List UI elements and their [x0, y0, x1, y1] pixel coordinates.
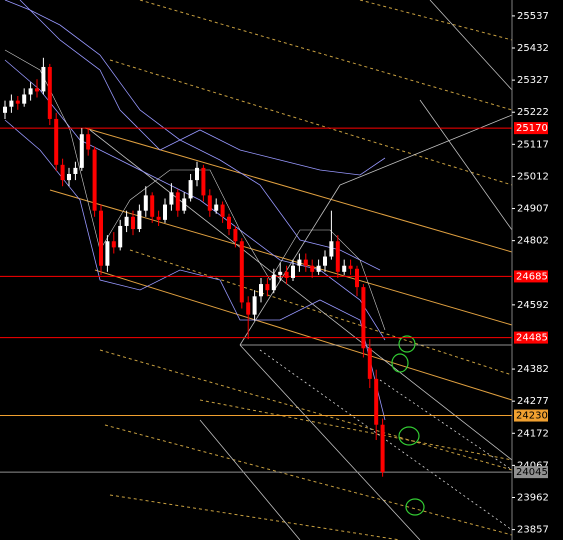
- candle-body: [310, 265, 315, 272]
- y-tick-label: 23962: [517, 492, 549, 503]
- candle-body: [233, 229, 238, 242]
- candle-body: [252, 296, 257, 315]
- candle-body: [28, 88, 33, 95]
- level-label-box: [514, 270, 548, 283]
- candle-body: [278, 271, 283, 275]
- candle-body: [137, 210, 142, 230]
- candle-body: [3, 106, 7, 113]
- candle-body: [73, 167, 78, 174]
- y-tick-label: 24172: [517, 428, 549, 439]
- y-tick-label: 24067: [517, 460, 549, 471]
- candle-body: [60, 164, 65, 181]
- level-label: 24685: [516, 271, 548, 282]
- candle-body: [348, 265, 353, 269]
- y-tick-label: 24277: [517, 396, 549, 407]
- candle-body: [131, 216, 135, 230]
- y-tick-label: 24592: [517, 300, 549, 311]
- candle-body: [15, 100, 20, 104]
- candle-body: [323, 256, 327, 266]
- candle-body: [79, 134, 84, 168]
- candle-body: [201, 167, 206, 196]
- candle-body: [259, 284, 263, 297]
- y-tick-label: 23857: [517, 525, 549, 536]
- candle-body: [329, 241, 334, 257]
- candle-body: [291, 265, 295, 278]
- level-label: 25170: [516, 123, 548, 134]
- y-tick-label: 25537: [517, 11, 549, 22]
- candle-body: [195, 167, 199, 181]
- y-tick-label: 24907: [517, 204, 549, 215]
- candle-body: [150, 195, 155, 217]
- candle-body: [169, 192, 174, 205]
- candle-body: [99, 210, 103, 266]
- candle-body: [284, 271, 289, 278]
- candle-body: [105, 241, 110, 266]
- candle-body: [54, 118, 59, 165]
- candle-body: [303, 259, 308, 266]
- y-tick-label: 25327: [517, 75, 549, 86]
- candle-body: [67, 173, 71, 181]
- candle-body: [227, 216, 231, 230]
- candle-body: [111, 241, 116, 248]
- candle-body: [265, 284, 270, 291]
- candle-body: [47, 66, 52, 119]
- candle-body: [188, 180, 193, 199]
- y-tick-label: 25117: [517, 139, 549, 150]
- candle-body: [335, 241, 340, 272]
- level-label-box: [514, 409, 548, 422]
- candle-body: [239, 241, 244, 303]
- candle-body: [41, 66, 46, 92]
- level-label-box: [514, 331, 548, 344]
- candle-body: [143, 195, 148, 211]
- candle-body: [297, 259, 302, 266]
- candle-body: [92, 149, 97, 211]
- candle-body: [361, 287, 366, 349]
- y-tick-label: 24382: [517, 364, 549, 375]
- candle-body: [207, 195, 212, 211]
- y-tick-label: 25432: [517, 43, 549, 54]
- y-tick-label: 25222: [517, 107, 549, 118]
- candle-body: [316, 265, 321, 272]
- candle-body: [367, 348, 372, 379]
- candle-body: [271, 274, 276, 291]
- candle-body: [118, 225, 123, 248]
- level-label: 24485: [516, 333, 548, 344]
- candle-body: [355, 268, 359, 288]
- candle-body: [380, 424, 385, 473]
- level-label-box: [514, 122, 548, 135]
- y-tick-label: 25012: [517, 171, 549, 182]
- level-label-box: [514, 466, 548, 479]
- candle-body: [175, 192, 180, 211]
- candle-body: [86, 134, 91, 150]
- candle-body: [220, 204, 225, 217]
- candle-body: [156, 216, 161, 220]
- candle-body: [124, 216, 129, 226]
- candle-body: [182, 198, 187, 211]
- candle-body: [342, 265, 347, 272]
- level-label: 24045: [516, 467, 548, 478]
- candle-body: [163, 204, 167, 220]
- candle-body: [214, 204, 219, 211]
- y-tick-label: 24802: [517, 236, 549, 247]
- candle-body: [22, 94, 27, 104]
- candle-body: [246, 302, 251, 315]
- candle-body: [9, 100, 14, 107]
- level-label: 24230: [516, 411, 548, 422]
- candle-body: [374, 378, 379, 425]
- candle-body: [35, 88, 39, 92]
